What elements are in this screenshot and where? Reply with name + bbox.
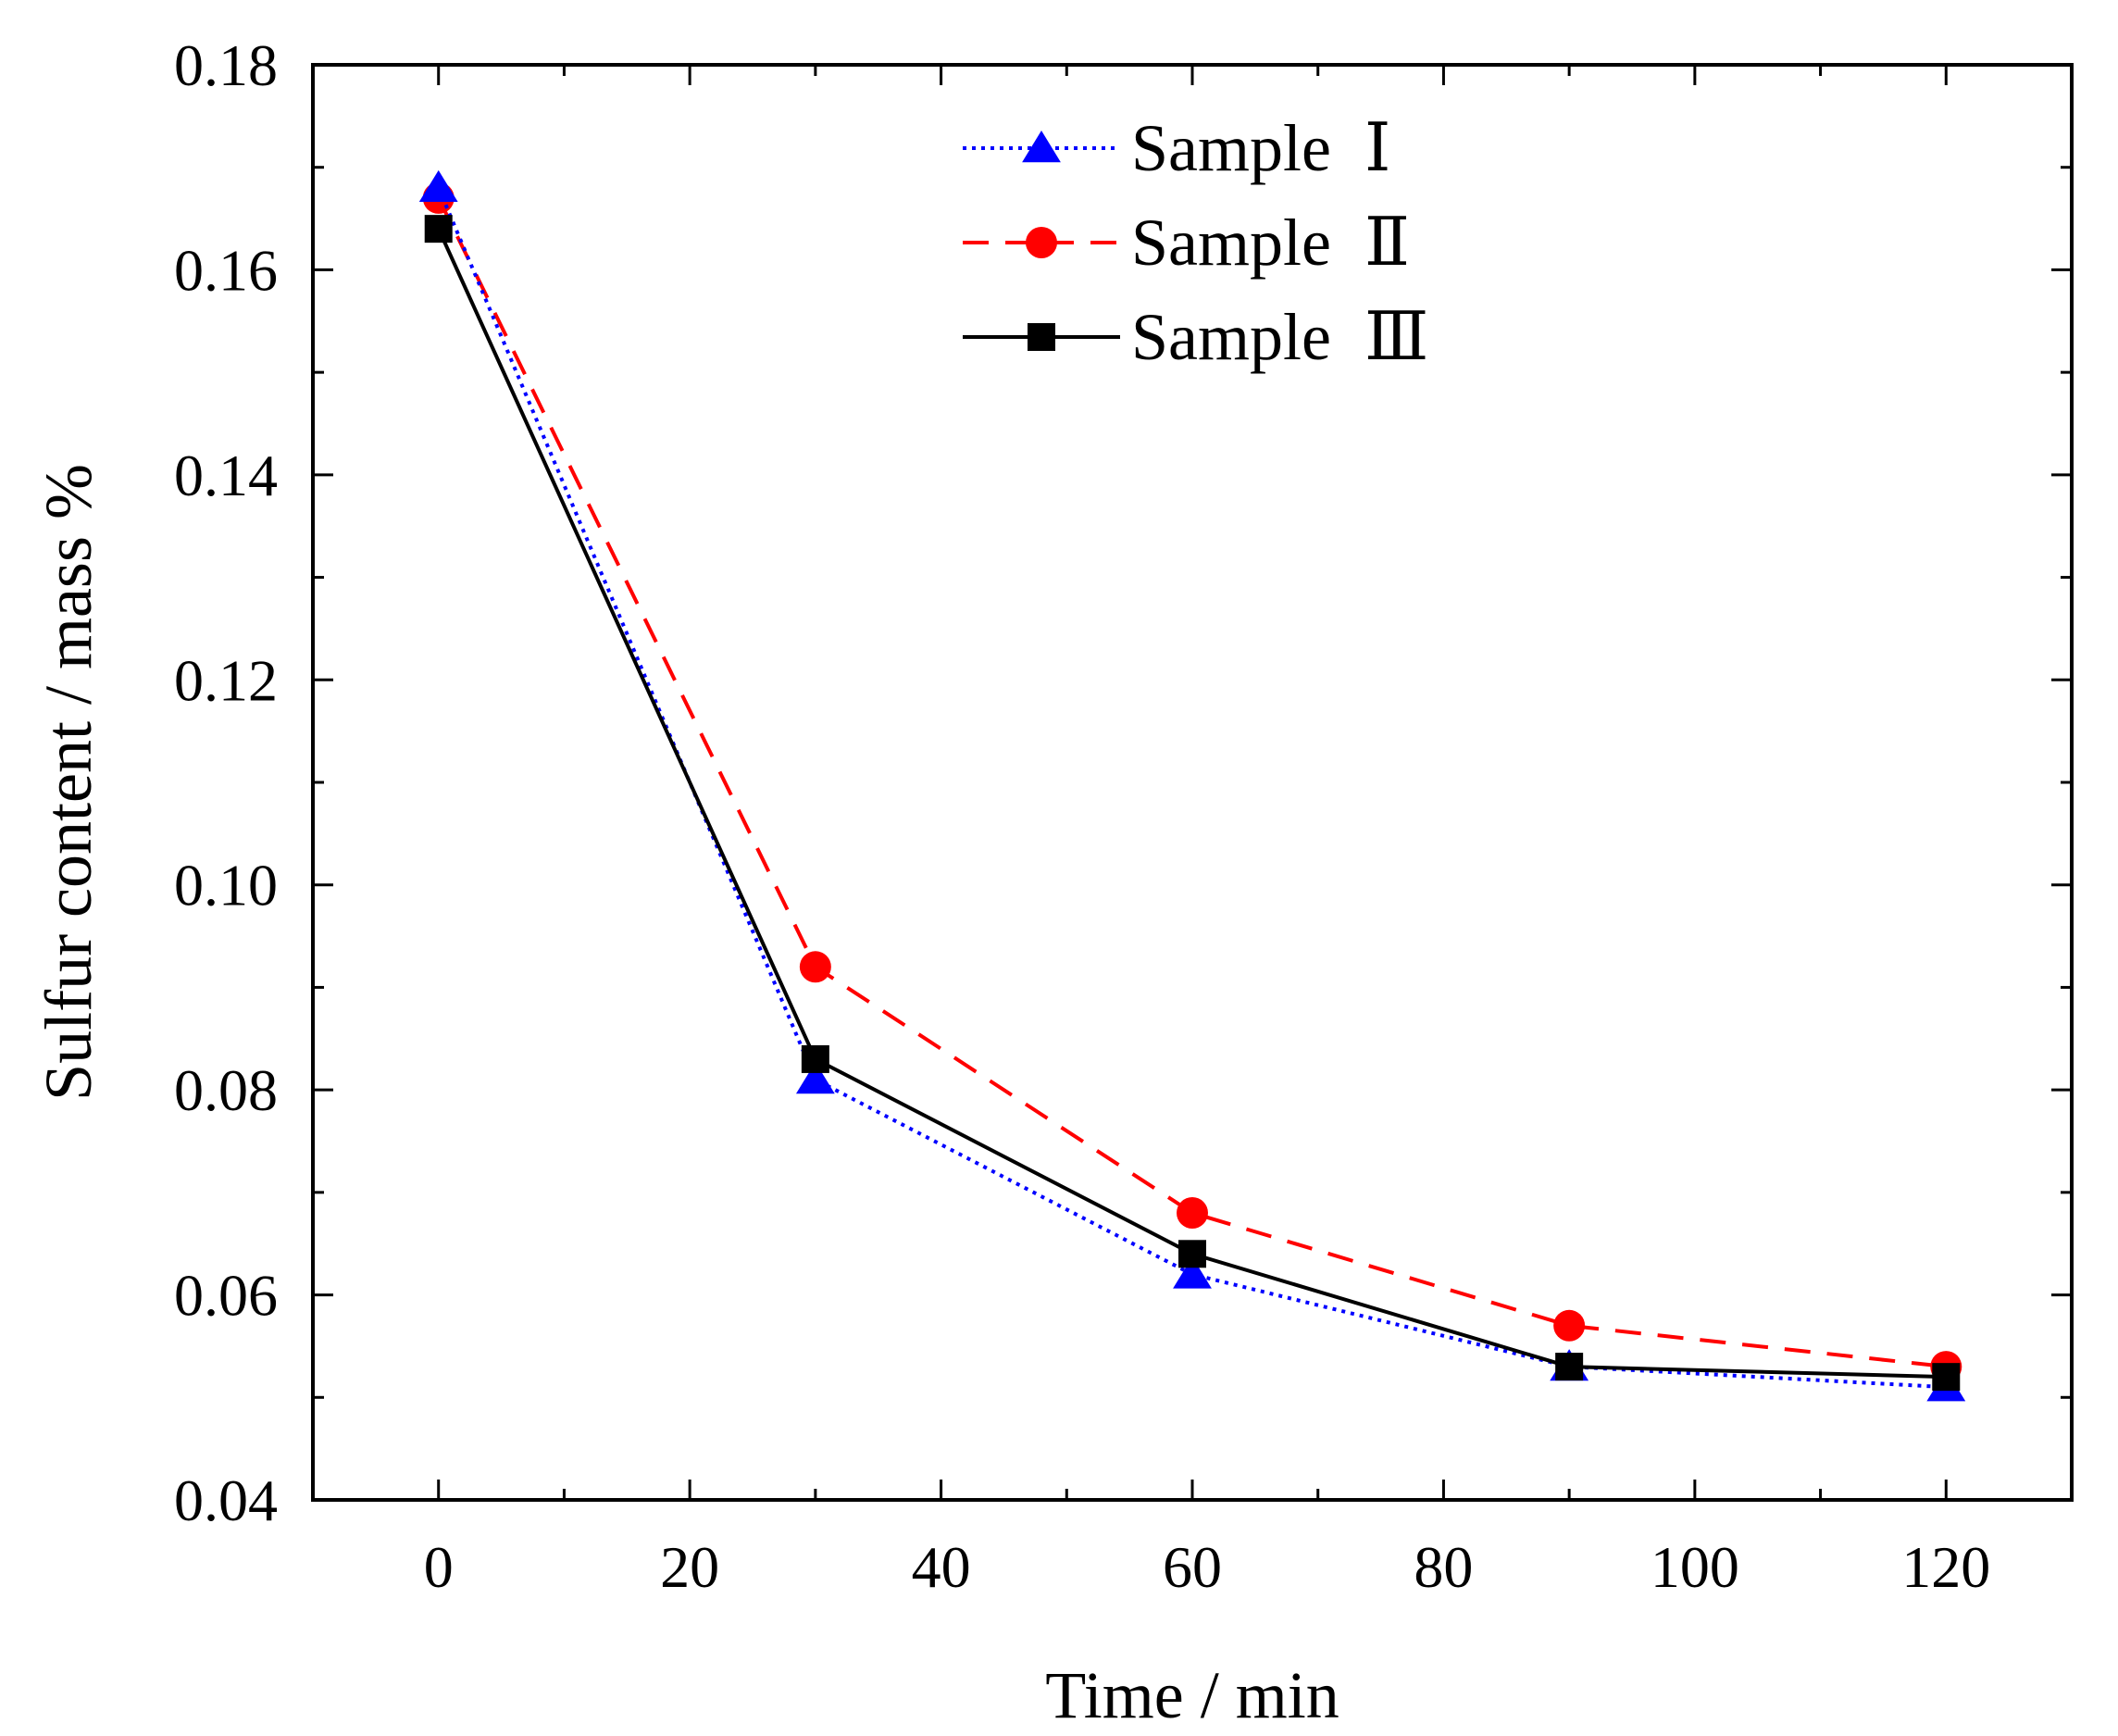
y-tick-label: 0.14 [174,443,278,508]
series-3 [424,215,1961,1392]
y-tick-label: 0.06 [174,1263,278,1329]
series-1-point [418,169,458,203]
series-2 [422,181,1962,1383]
x-axis-title: Time / min [1045,1658,1339,1732]
x-tick-label: 120 [1901,1534,1990,1600]
series-2-point [1553,1309,1586,1342]
series-3-point [1932,1363,1961,1392]
legend-label: Sample Ⅱ [1131,206,1410,280]
x-tick-label: 20 [660,1534,719,1600]
y-tick-label: 0.10 [174,853,278,918]
y-tick-label: 0.08 [174,1057,278,1123]
legend-marker [1022,131,1061,163]
series-3-point [801,1044,829,1073]
y-axis-title: Sulfur content / mass % [31,464,106,1101]
series-2-line [436,197,1947,1369]
x-tick-label: 80 [1414,1534,1473,1600]
series-layer [418,169,1966,1402]
series-3-point [1178,1240,1206,1268]
legend-item-3: Sample Ⅲ [963,300,1428,374]
series-2-point [799,951,831,983]
series-3-point [1555,1353,1584,1381]
series-1-point [795,1062,835,1094]
series-2-point [1177,1197,1208,1229]
legend-marker [1028,323,1055,351]
axes-layer: 0 20 40 60 80 100 120 0.04 0.06 0.08 0.10 0.12 0.14 0… [174,32,2072,1600]
y-tick-label: 0.16 [174,237,278,303]
x-tick-label: 40 [912,1534,971,1600]
y-tick-label: 0.12 [174,647,278,713]
series-3-point [424,215,453,244]
y-tick-label: 0.04 [174,1467,278,1533]
series-1-point [1173,1256,1212,1289]
x-tick-label: 100 [1651,1534,1739,1600]
legend-label: Sample Ⅲ [1131,300,1428,374]
x-tick-label: 0 [424,1534,454,1600]
legend-item-2: Sample Ⅱ [963,206,1410,280]
y-tick-label: 0.18 [174,32,278,98]
x-tick-label: 60 [1163,1534,1222,1600]
legend-marker [1026,227,1057,258]
legend: Sample Ⅰ Sample Ⅱ Sample Ⅲ [963,111,1428,374]
legend-item-1: Sample Ⅰ [963,111,1390,185]
legend-label: Sample Ⅰ [1131,111,1390,185]
